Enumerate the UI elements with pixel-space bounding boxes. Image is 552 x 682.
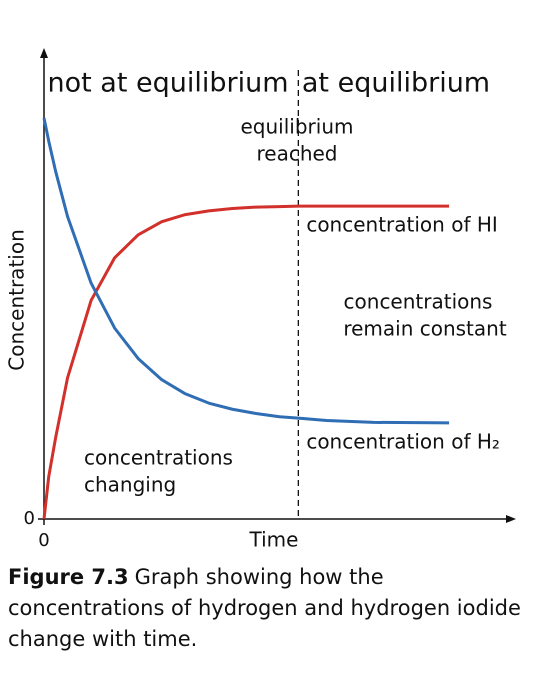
caption: Figure 7.3 Graph showing how the concentr…: [8, 562, 538, 655]
chart: Concentration Time not at equilibrium at…: [5, 48, 516, 552]
annotation: at equilibrium: [302, 68, 490, 99]
annotation: equilibrium: [241, 115, 354, 139]
series-line: [42, 117, 450, 425]
x-axis-label: Time: [249, 528, 299, 552]
arrow: [40, 48, 48, 58]
x-tick-label: 0: [38, 530, 49, 551]
annotation: reached: [256, 142, 337, 166]
caption-label: Figure 7.3: [8, 565, 129, 589]
series-label: concentration of H₂: [306, 429, 500, 453]
y-axis-label: Concentration: [5, 229, 29, 370]
series-line: [42, 204, 450, 520]
annotation: not at equilibrium: [47, 68, 288, 99]
arrow: [506, 515, 516, 523]
y-tick-label: 0: [24, 508, 35, 529]
caption-text: Graph showing how the concentrations of …: [8, 565, 521, 651]
annotation: concentrations: [344, 290, 493, 314]
annotation: changing: [84, 473, 176, 497]
series-label: concentration of HI: [306, 213, 497, 237]
annotation: concentrations: [84, 446, 233, 470]
annotation: remain constant: [343, 317, 507, 341]
